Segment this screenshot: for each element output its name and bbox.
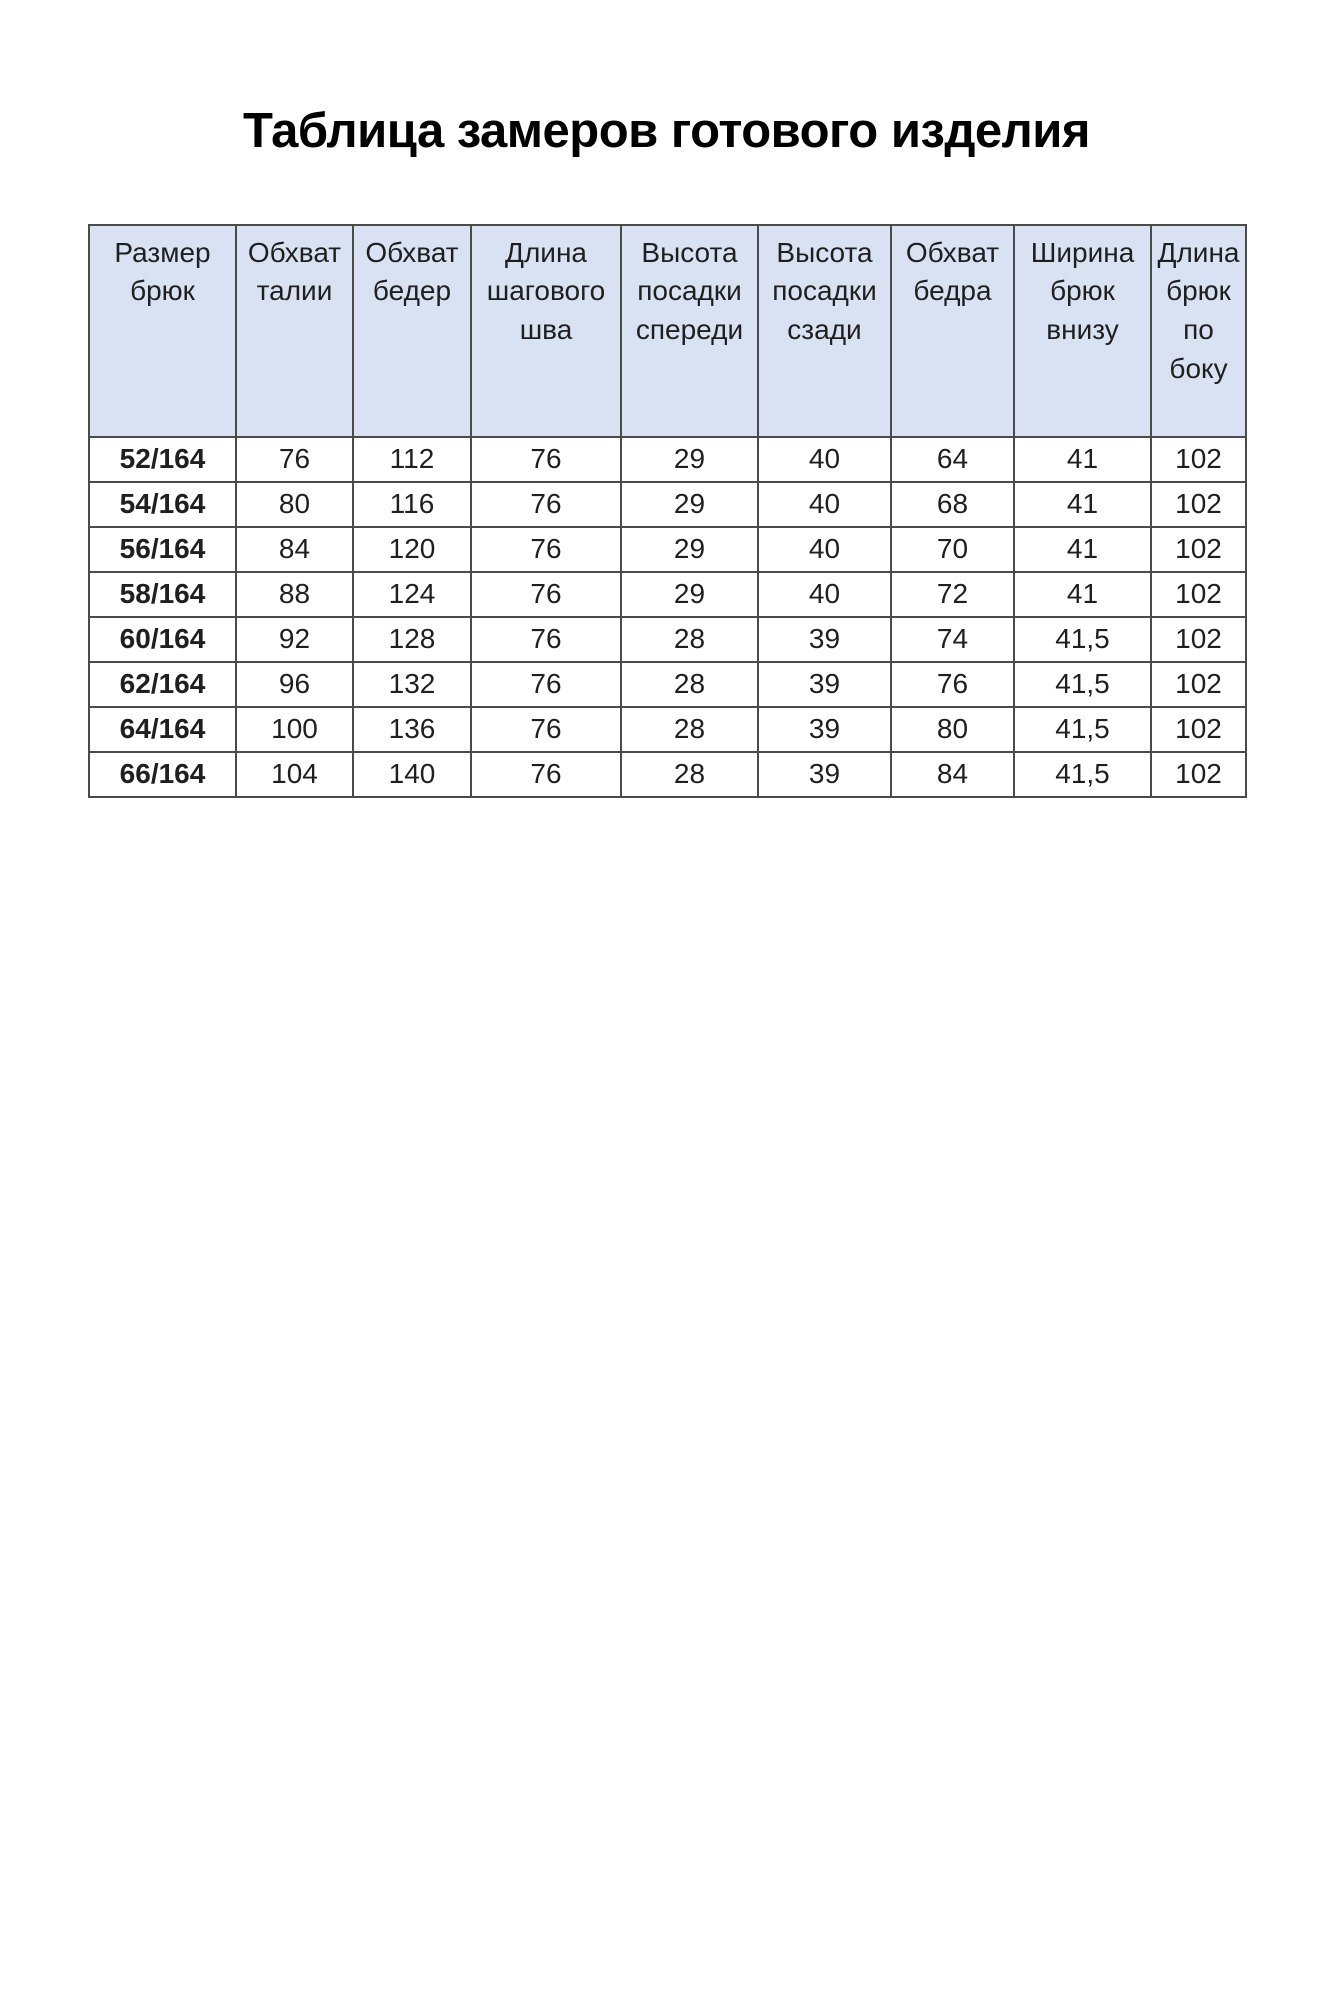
value-cell: 112 bbox=[352, 435, 472, 483]
size-cell: 52/164 bbox=[88, 435, 237, 483]
value-cell: 41 bbox=[1013, 480, 1152, 528]
table-row: 62/164 96 132 76 28 39 76 41,5 102 bbox=[88, 660, 1247, 708]
value-cell: 64 bbox=[890, 435, 1015, 483]
value-cell: 140 bbox=[352, 750, 472, 798]
value-cell: 76 bbox=[470, 705, 622, 753]
value-cell: 102 bbox=[1150, 525, 1247, 573]
value-cell: 102 bbox=[1150, 660, 1247, 708]
value-cell: 92 bbox=[235, 615, 354, 663]
column-header: Высота посадки сзади bbox=[757, 223, 892, 438]
value-cell: 40 bbox=[757, 435, 892, 483]
value-cell: 100 bbox=[235, 705, 354, 753]
size-cell: 62/164 bbox=[88, 660, 237, 708]
header-row: Размер брюк Обхват талии Обхват бедер Длина… bbox=[88, 223, 1247, 438]
size-cell: 56/164 bbox=[88, 525, 237, 573]
value-cell: 28 bbox=[620, 705, 759, 753]
value-cell: 72 bbox=[890, 570, 1015, 618]
value-cell: 76 bbox=[470, 615, 622, 663]
value-cell: 68 bbox=[890, 480, 1015, 528]
value-cell: 102 bbox=[1150, 570, 1247, 618]
value-cell: 29 bbox=[620, 480, 759, 528]
value-cell: 41,5 bbox=[1013, 660, 1152, 708]
value-cell: 102 bbox=[1150, 480, 1247, 528]
value-cell: 76 bbox=[470, 525, 622, 573]
value-cell: 102 bbox=[1150, 435, 1247, 483]
table-row: 60/164 92 128 76 28 39 74 41,5 102 bbox=[88, 615, 1247, 663]
value-cell: 84 bbox=[890, 750, 1015, 798]
value-cell: 132 bbox=[352, 660, 472, 708]
value-cell: 28 bbox=[620, 660, 759, 708]
value-cell: 76 bbox=[235, 435, 354, 483]
size-cell: 58/164 bbox=[88, 570, 237, 618]
value-cell: 41,5 bbox=[1013, 705, 1152, 753]
value-cell: 39 bbox=[757, 705, 892, 753]
value-cell: 29 bbox=[620, 525, 759, 573]
value-cell: 74 bbox=[890, 615, 1015, 663]
value-cell: 80 bbox=[890, 705, 1015, 753]
table-row: 66/164 104 140 76 28 39 84 41,5 102 bbox=[88, 750, 1247, 798]
page-title: Таблица замеров готового изделия bbox=[242, 104, 1091, 158]
column-header: Длина брюк по боку bbox=[1150, 223, 1247, 438]
column-header: Высота посадки спереди bbox=[620, 223, 759, 438]
value-cell: 41 bbox=[1013, 570, 1152, 618]
value-cell: 76 bbox=[470, 660, 622, 708]
value-cell: 28 bbox=[620, 750, 759, 798]
value-cell: 41 bbox=[1013, 435, 1152, 483]
value-cell: 28 bbox=[620, 615, 759, 663]
measurement-table: Размер брюк Обхват талии Обхват бедер Длина… bbox=[88, 223, 1247, 798]
value-cell: 76 bbox=[890, 660, 1015, 708]
table-row: 54/164 80 116 76 29 40 68 41 102 bbox=[88, 480, 1247, 528]
table-row: 64/164 100 136 76 28 39 80 41,5 102 bbox=[88, 705, 1247, 753]
column-header: Обхват бедра bbox=[890, 223, 1015, 438]
value-cell: 40 bbox=[757, 525, 892, 573]
value-cell: 128 bbox=[352, 615, 472, 663]
table-row: 56/164 84 120 76 29 40 70 41 102 bbox=[88, 525, 1247, 573]
size-cell: 54/164 bbox=[88, 480, 237, 528]
value-cell: 40 bbox=[757, 570, 892, 618]
value-cell: 76 bbox=[470, 435, 622, 483]
size-cell: 64/164 bbox=[88, 705, 237, 753]
value-cell: 41,5 bbox=[1013, 750, 1152, 798]
column-header: Обхват бедер bbox=[352, 223, 472, 438]
value-cell: 39 bbox=[757, 660, 892, 708]
table-body: 52/164 76 112 76 29 40 64 41 102 54/164 80 116 76 29 4… bbox=[88, 435, 1247, 798]
size-cell: 60/164 bbox=[88, 615, 237, 663]
value-cell: 41 bbox=[1013, 525, 1152, 573]
value-cell: 29 bbox=[620, 435, 759, 483]
value-cell: 96 bbox=[235, 660, 354, 708]
column-header: Размер брюк bbox=[88, 223, 237, 438]
value-cell: 84 bbox=[235, 525, 354, 573]
value-cell: 104 bbox=[235, 750, 354, 798]
value-cell: 88 bbox=[235, 570, 354, 618]
table-row: 58/164 88 124 76 29 40 72 41 102 bbox=[88, 570, 1247, 618]
value-cell: 76 bbox=[470, 750, 622, 798]
value-cell: 39 bbox=[757, 615, 892, 663]
value-cell: 80 bbox=[235, 480, 354, 528]
value-cell: 124 bbox=[352, 570, 472, 618]
column-header: Обхват талии bbox=[235, 223, 354, 438]
value-cell: 120 bbox=[352, 525, 472, 573]
table-row: 52/164 76 112 76 29 40 64 41 102 bbox=[88, 435, 1247, 483]
column-header: Ширина брюк внизу bbox=[1013, 223, 1152, 438]
value-cell: 70 bbox=[890, 525, 1015, 573]
size-cell: 66/164 bbox=[88, 750, 237, 798]
value-cell: 76 bbox=[470, 570, 622, 618]
value-cell: 116 bbox=[352, 480, 472, 528]
value-cell: 136 bbox=[352, 705, 472, 753]
value-cell: 40 bbox=[757, 480, 892, 528]
value-cell: 29 bbox=[620, 570, 759, 618]
value-cell: 102 bbox=[1150, 615, 1247, 663]
value-cell: 102 bbox=[1150, 750, 1247, 798]
value-cell: 39 bbox=[757, 750, 892, 798]
column-header: Длина шагового шва bbox=[470, 223, 622, 438]
value-cell: 76 bbox=[470, 480, 622, 528]
value-cell: 102 bbox=[1150, 705, 1247, 753]
value-cell: 41,5 bbox=[1013, 615, 1152, 663]
